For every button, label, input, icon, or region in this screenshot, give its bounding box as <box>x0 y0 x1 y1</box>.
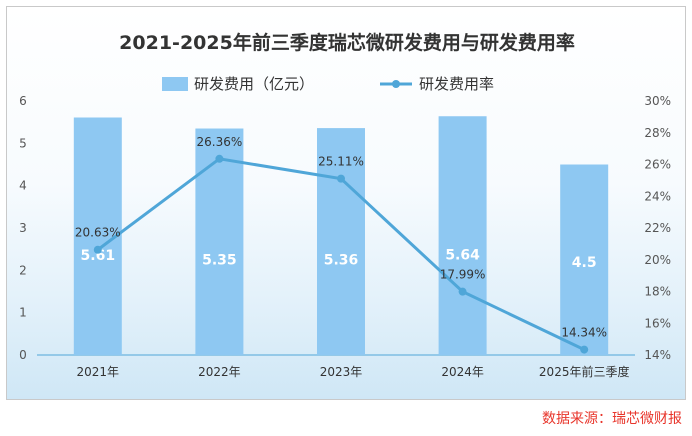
line-value-label: 14.34% <box>561 326 607 340</box>
x-tick-label: 2022年 <box>198 365 241 379</box>
y-right-tick-label: 26% <box>644 158 671 172</box>
y-right-tick-label: 22% <box>644 221 671 235</box>
bar <box>195 128 244 355</box>
line-point <box>580 345 589 354</box>
y-right-tick-label: 14% <box>644 348 671 362</box>
bar-value-label: 4.5 <box>572 255 597 271</box>
y-right-tick-label: 18% <box>644 285 671 299</box>
bar-value-label: 5.35 <box>202 253 237 269</box>
y-left-ticks: 0 1 2 3 4 5 6 <box>19 94 27 362</box>
y-left-tick-label: 0 <box>19 348 27 362</box>
y-left-tick-label: 3 <box>19 221 27 235</box>
bar <box>438 116 487 356</box>
y-left-tick-label: 4 <box>19 179 27 193</box>
bar-labels: 5.61 5.35 5.36 5.64 4.5 <box>81 247 597 270</box>
x-tick-label: 2024年 <box>441 365 484 379</box>
line-value-label: 20.63% <box>75 226 121 240</box>
y-right-tick-label: 28% <box>644 126 671 140</box>
y-left-tick-label: 1 <box>19 306 27 320</box>
chart-title: 2021-2025年前三季度瑞芯微研发费用与研发费用率 <box>119 31 575 54</box>
chart-svg: 2021-2025年前三季度瑞芯微研发费用与研发费用率 研发费用（亿元） 研发费… <box>19 31 671 379</box>
line-labels: 20.63% 26.36% 25.11% 17.99% 14.34% <box>75 135 607 340</box>
y-right-tick-label: 16% <box>644 316 671 330</box>
x-tick-label: 2025年前三季度 <box>539 364 630 379</box>
line-point <box>93 245 102 254</box>
line-series <box>93 154 589 354</box>
legend-bar-swatch <box>162 77 188 91</box>
line-value-label: 26.36% <box>197 135 243 149</box>
bars <box>73 116 609 356</box>
x-ticks: 2021年 2022年 2023年 2024年 2025年前三季度 <box>77 364 630 379</box>
line-point <box>215 154 224 163</box>
legend-line-marker <box>392 80 400 88</box>
y-right-tick-label: 20% <box>644 253 671 267</box>
line-point <box>458 287 467 296</box>
y-left-tick-label: 2 <box>19 263 27 277</box>
legend: 研发费用（亿元） 研发费用率 <box>162 75 494 93</box>
bar <box>317 128 365 355</box>
y-left-tick-label: 6 <box>19 94 27 108</box>
legend-bar-label: 研发费用（亿元） <box>194 75 314 93</box>
line-value-label: 17.99% <box>440 268 486 282</box>
bar <box>560 164 609 355</box>
bar-value-label: 5.64 <box>445 247 480 263</box>
bar-value-label: 5.61 <box>81 248 116 264</box>
line-point <box>337 174 345 183</box>
legend-line-label: 研发费用率 <box>419 75 494 93</box>
chart-frame: 2021-2025年前三季度瑞芯微研发费用与研发费用率 研发费用（亿元） 研发费… <box>6 6 686 400</box>
y-left-tick-label: 5 <box>19 136 27 150</box>
bar-value-label: 5.36 <box>324 252 359 268</box>
y-right-tick-label: 30% <box>644 94 671 108</box>
source-note: 数据来源：瑞芯微财报 <box>542 411 682 427</box>
y-right-tick-label: 24% <box>644 189 671 203</box>
line-value-label: 25.11% <box>318 155 364 169</box>
x-tick-label: 2021年 <box>77 365 120 379</box>
x-tick-label: 2023年 <box>320 365 363 379</box>
y-right-ticks: 14% 16% 18% 20% 22% 24% 26% 28% 30% <box>644 94 671 362</box>
